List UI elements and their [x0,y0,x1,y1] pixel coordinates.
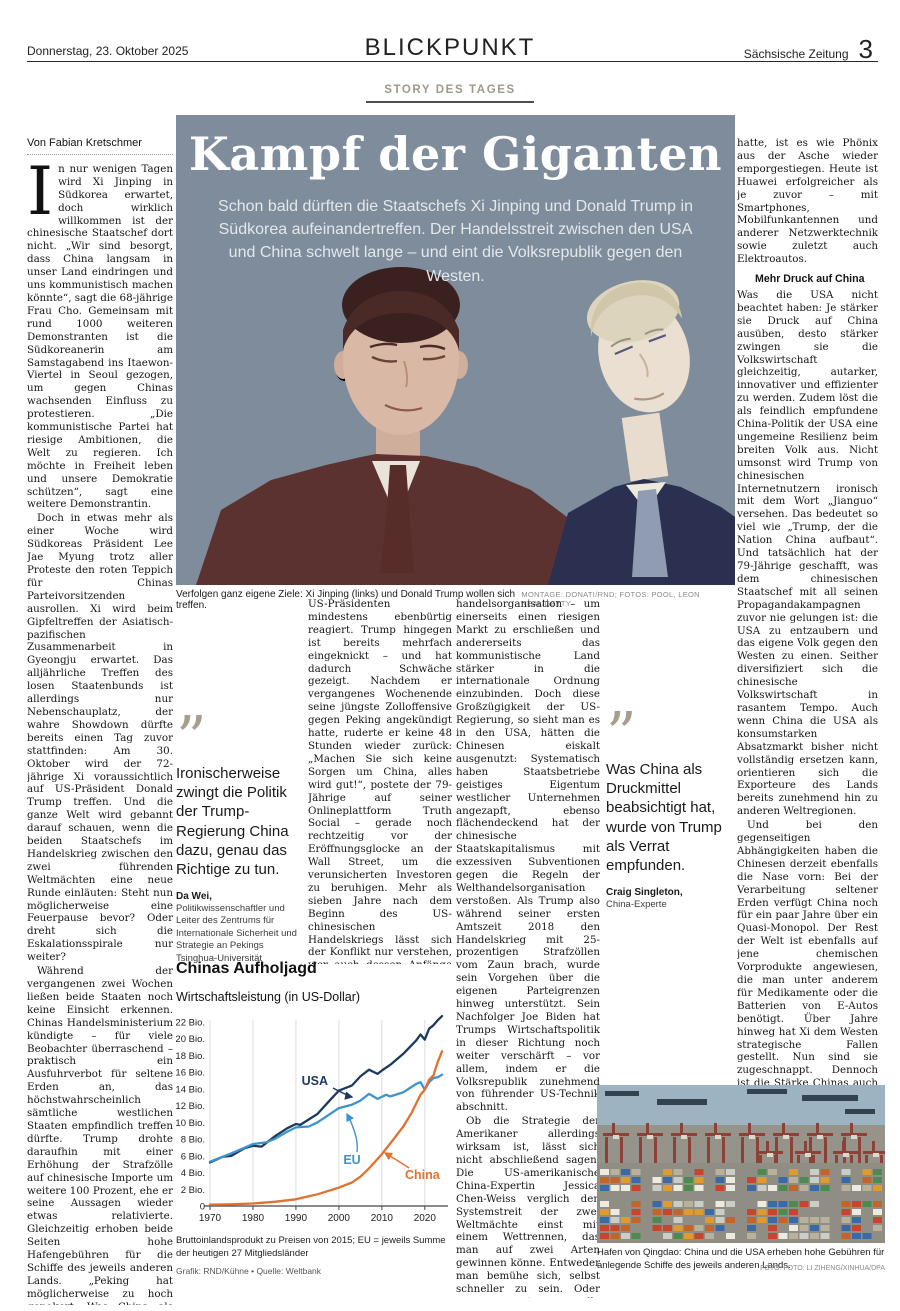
svg-text:18 Bio.: 18 Bio. [176,1051,205,1062]
quote-text: Ironischerweise zwingt die Politik der T… [176,765,289,878]
svg-text:6 Bio.: 6 Bio. [181,1151,205,1162]
svg-text:2010: 2010 [371,1213,394,1224]
quote-author-role: Politikwissenschaftler und Leiter des Ze… [176,903,297,964]
kicker-label: STORY DES TAGES [384,84,516,96]
paper-name: Sächsische Zeitung [743,47,849,61]
pull-quote-1: ” Ironischerweise zwingt die Politik der… [176,704,304,965]
subheadline: Schon bald dürften die Staatschefs Xi Ji… [218,198,693,285]
svg-text:8 Bio.: 8 Bio. [181,1135,205,1146]
trump-portrait [548,280,735,585]
paragraph: US-Präsidenten mindestens ebenbürtig rea… [308,598,452,964]
chart-title: Chinas Aufholjagd [176,960,317,977]
header-date: Donnerstag, 23. Oktober 2025 [27,44,189,58]
svg-text:16 Bio.: 16 Bio. [176,1068,205,1079]
quote-author: Da Wei, [176,891,212,903]
paragraph: handelsorganisation – um einerseits eine… [456,598,600,1114]
svg-text:1990: 1990 [285,1213,308,1224]
byline: Von Fabian Kretschmer [27,137,142,149]
quote-text: Was China als Druckmittel beabsichtigt h… [606,761,722,874]
gdp-chart: Chinas Aufholjagd Wirtschaftsleistung (i… [175,960,460,1276]
hero-credit: MONTAGE: DONATI/RND; FOTOS: POOL, LEON N… [521,590,700,608]
photo-caption-row: Hafen von Qingdao: China und die USA erh… [597,1247,885,1273]
svg-text:EU: EU [343,1153,360,1167]
paragraph: Was die USA nicht beachtet haben: Je stä… [737,288,878,818]
article-column-2: US-Präsidenten mindestens ebenbürtig rea… [308,598,452,964]
quote-mark-icon: ” [176,704,207,774]
page-number: 3 [858,34,873,64]
chart-footnote: Bruttoinlandsprodukt zu Preisen von 2015… [176,1235,446,1259]
kicker-rule [366,101,534,103]
section-subhead: Mehr Druck auf China [755,273,865,286]
harbor-photo [597,1085,885,1243]
header-rule [27,61,878,62]
svg-text:12 Bio.: 12 Bio. [176,1101,205,1112]
drop-cap: I [27,152,54,230]
svg-text:USA: USA [302,1074,328,1088]
paragraph: Und bei den gegenseitigen Abhängigkeiten… [737,819,878,1085]
photo-credit: FOTO: FOTO: LI ZIHENG/XINHUA/DPA [760,1264,885,1272]
svg-text:2 Bio.: 2 Bio. [181,1185,205,1196]
hero-caption: Verfolgen ganz eigene Ziele: Xi Jinping … [176,589,516,611]
paragraph: hatte, ist es wie Phönix aus der Asche w… [737,137,878,266]
article-column-3: handelsorganisation – um einerseits eine… [456,598,600,1298]
xi-jinping-portrait [196,267,588,585]
svg-text:22 Bio.: 22 Bio. [176,1018,205,1029]
chart-subtitle: Wirtschaftsleistung (in US-Dollar) [176,990,361,1004]
header-right: Sächsische Zeitung 3 [744,34,873,65]
quote-author-role: China-Experte [606,899,667,911]
quote-mark-icon: ” [606,700,637,770]
paragraph: Während der vergangenen zwei Wochen ließ… [27,965,173,1305]
svg-text:2020: 2020 [414,1213,437,1224]
svg-text:1970: 1970 [199,1213,222,1224]
article-column-4: hatte, ist es wie Phönix aus der Asche w… [737,137,878,1085]
svg-text:14 Bio.: 14 Bio. [176,1084,205,1095]
byline-rule [27,153,173,155]
svg-text:4 Bio.: 4 Bio. [181,1168,205,1179]
chart-plot: 1970 1980 1990 2000 2010 2020 22 Bio. 20 Bio. 18… [175,1014,448,1224]
paragraph: Doch in etwas mehr als einer Woche wird … [27,512,173,964]
svg-text:2000: 2000 [328,1213,351,1224]
hero-montage: Kampf der Giganten Schon bald dürften di… [176,115,735,585]
quote-author: Craig Singleton, [606,887,683,899]
chart-credit: Grafik: RND/Kühne • Quelle: Weltbank [176,1265,322,1276]
svg-text:20 Bio.: 20 Bio. [176,1034,205,1045]
photo-caption: Hafen von Qingdao: China und die USA erh… [597,1247,885,1271]
svg-text:10 Bio.: 10 Bio. [176,1118,205,1129]
portraits-illustration [196,267,735,585]
section-title: BLICKPUNKT [364,34,536,61]
svg-text:China: China [405,1168,441,1182]
hero-caption-row: Verfolgen ganz eigene Ziele: Xi Jinping … [176,589,735,611]
headline: Kampf der Giganten [188,127,723,181]
paragraph: Ob die Strategie der Amerikaner allerdin… [456,1115,600,1298]
svg-text:0: 0 [200,1202,205,1213]
harbor-photo-illustration [597,1085,885,1243]
pull-quote-2: ” Was China als Druckmittel beabsichtigt… [606,700,734,911]
svg-text:1980: 1980 [242,1213,265,1224]
